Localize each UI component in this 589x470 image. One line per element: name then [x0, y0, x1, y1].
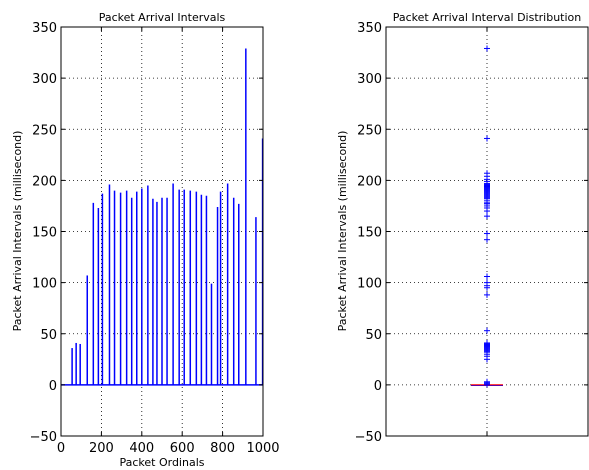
right-y-tick-label: 200 [357, 174, 382, 189]
left-x-tick-label: 600 [170, 441, 195, 456]
left-x-tick-label: 0 [57, 441, 65, 456]
right-y-tick-label: −50 [355, 430, 382, 445]
right-ticks: −50 0 50 100 150 200 250 300 350 [355, 21, 588, 445]
left-y-tick-label: 150 [32, 226, 57, 241]
right-y-axis-label: Packet Arrival Intervals (millisecond) [336, 131, 349, 332]
right-y-tick-label: 250 [357, 123, 382, 138]
left-y-tick-label: 0 [49, 379, 57, 394]
left-y-tick-label: −50 [30, 430, 57, 445]
right-y-tick-label: 300 [357, 72, 382, 87]
left-x-tick-label: 1000 [246, 441, 279, 456]
chart-right: Packet Arrival Interval Distribution −50… [336, 11, 589, 445]
left-y-tick-label: 100 [32, 277, 57, 292]
right-y-tick-label: 350 [357, 21, 382, 36]
left-y-tick-label: 300 [32, 72, 57, 87]
left-x-axis-label: Packet Ordinals [119, 456, 204, 469]
left-y-tick-label: 50 [40, 328, 57, 343]
left-y-tick-label: 200 [32, 174, 57, 189]
left-chart-title: Packet Arrival Intervals [99, 11, 226, 24]
right-y-tick-label: 0 [374, 379, 382, 394]
right-y-tick-label: 150 [357, 226, 382, 241]
left-y-axis-label: Packet Arrival Intervals (millisecond) [11, 131, 24, 332]
left-data-spikes [61, 48, 264, 386]
chart-left: Packet Arrival Intervals −50050100150200… [11, 11, 280, 469]
left-y-tick-label: 350 [32, 21, 57, 36]
left-y-tick-label: 250 [32, 123, 57, 138]
left-x-tick-label: 200 [89, 441, 114, 456]
right-y-tick-label: 50 [365, 328, 382, 343]
left-x-tick-label: 800 [210, 441, 235, 456]
right-boxplot [471, 45, 503, 388]
right-chart-title: Packet Arrival Interval Distribution [393, 11, 582, 24]
right-y-tick-label: 100 [357, 277, 382, 292]
left-x-tick-label: 400 [129, 441, 154, 456]
